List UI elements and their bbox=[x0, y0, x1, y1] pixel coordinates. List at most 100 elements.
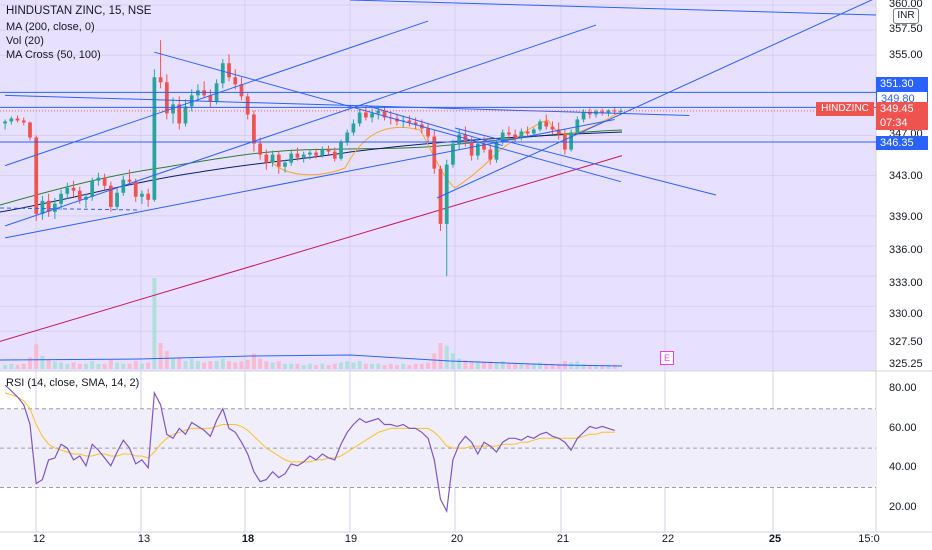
candle-body bbox=[413, 122, 418, 125]
candle-body bbox=[457, 134, 462, 144]
volume-bar bbox=[214, 361, 219, 369]
candle-body bbox=[426, 128, 430, 137]
candle-body bbox=[258, 143, 262, 155]
candle-body bbox=[326, 149, 331, 152]
volume-bar bbox=[345, 361, 350, 369]
candle-layer bbox=[3, 40, 623, 277]
rsi-tick: 80.00 bbox=[889, 382, 917, 394]
volume-bar bbox=[139, 363, 144, 369]
indicator-volume-label[interactable]: Vol (20) bbox=[6, 35, 44, 47]
volume-bar bbox=[357, 361, 362, 369]
candle-body bbox=[108, 185, 113, 207]
volume-bar bbox=[83, 363, 88, 369]
countdown-tag: 07:34 bbox=[876, 116, 928, 130]
candle-body bbox=[270, 154, 275, 163]
candle-body bbox=[482, 143, 486, 150]
volume-bar bbox=[370, 363, 375, 369]
candle-body bbox=[276, 154, 281, 167]
candle-body bbox=[432, 136, 437, 169]
ma200-line bbox=[0, 155, 623, 342]
candle-body bbox=[245, 96, 250, 115]
volume-bar bbox=[276, 361, 281, 369]
candle-body bbox=[9, 118, 14, 122]
volume-bar bbox=[500, 361, 505, 369]
volume-bar bbox=[600, 365, 605, 369]
volume-bar bbox=[314, 365, 319, 369]
volume-bar bbox=[133, 361, 138, 369]
candle-body bbox=[488, 149, 493, 160]
trendline-falling bbox=[454, 127, 717, 196]
candle-body bbox=[115, 192, 119, 207]
rsi-tick: 20.00 bbox=[889, 501, 917, 513]
time-tick: 13 bbox=[137, 533, 151, 545]
rsi-indicator-label[interactable]: RSI (14, close, SMA, 14, 2) bbox=[6, 377, 140, 389]
price-tick: 339.00 bbox=[889, 211, 923, 223]
candle-body bbox=[351, 123, 356, 133]
candle-body bbox=[606, 110, 611, 113]
volume-bar bbox=[227, 361, 232, 369]
candle-body bbox=[575, 119, 580, 133]
candle-body bbox=[587, 112, 592, 115]
volume-bar bbox=[438, 343, 443, 369]
volume-bar bbox=[444, 345, 449, 369]
volume-bar bbox=[195, 361, 200, 369]
price-tick: 336.00 bbox=[889, 244, 923, 256]
candle-body bbox=[407, 120, 412, 123]
chart-title[interactable]: HINDUSTAN ZINC, 15, NSE bbox=[6, 5, 152, 17]
candle-body bbox=[264, 154, 269, 163]
candle-body bbox=[3, 121, 7, 124]
trendline bbox=[5, 118, 615, 239]
volume-bar bbox=[519, 363, 524, 369]
rsi-line bbox=[4, 384, 615, 514]
volume-bar bbox=[146, 362, 151, 369]
indicator-ma-cross-label[interactable]: MA Cross (50, 100) bbox=[6, 49, 101, 61]
candle-body bbox=[314, 152, 318, 156]
candle-body bbox=[152, 77, 157, 200]
price-tick: 355.00 bbox=[889, 49, 923, 61]
volume-bar bbox=[164, 350, 169, 369]
volume-bar bbox=[475, 361, 480, 369]
trendline-dashed bbox=[0, 207, 141, 211]
price-tick: 330.00 bbox=[889, 308, 923, 320]
candle-body bbox=[500, 132, 505, 142]
time-tick: 21 bbox=[556, 533, 570, 545]
trendline bbox=[154, 51, 622, 183]
currency-button[interactable]: INR bbox=[893, 8, 919, 24]
volume-bar bbox=[413, 363, 418, 369]
candle-body bbox=[519, 131, 524, 138]
candle-body bbox=[140, 193, 144, 197]
volume-bar bbox=[258, 358, 263, 369]
volume-bar bbox=[264, 361, 269, 369]
candle-body bbox=[227, 63, 231, 78]
candle-body bbox=[208, 95, 213, 102]
candle-body bbox=[376, 110, 381, 114]
candle-body bbox=[239, 84, 244, 97]
candle-body bbox=[220, 63, 225, 84]
volume-bar bbox=[40, 356, 45, 369]
symbol-tag: HINDZINC bbox=[816, 102, 874, 116]
volume-bar bbox=[171, 358, 176, 369]
indicator-ma200-label[interactable]: MA (200, close, 0) bbox=[6, 21, 95, 33]
candle-body bbox=[507, 132, 511, 135]
candle-body bbox=[53, 203, 57, 212]
candle-body bbox=[127, 179, 132, 182]
trendline-top bbox=[349, 0, 877, 16]
candle-body bbox=[370, 113, 374, 118]
candle-body bbox=[177, 104, 182, 124]
volume-bar bbox=[71, 362, 76, 369]
candle-body bbox=[544, 121, 549, 127]
volume-bar bbox=[189, 358, 194, 369]
volume-bar bbox=[202, 362, 207, 369]
price-tick: 333.00 bbox=[889, 277, 923, 289]
candle-body bbox=[556, 129, 561, 135]
volume-bar bbox=[581, 363, 586, 369]
volume-bar bbox=[469, 361, 474, 369]
candle-body bbox=[196, 90, 200, 96]
volume-bar bbox=[556, 363, 561, 369]
volume-bar bbox=[426, 362, 431, 369]
volume-bar bbox=[525, 363, 530, 369]
earnings-event-marker[interactable]: E bbox=[660, 351, 674, 365]
volume-bar bbox=[77, 363, 82, 369]
candle-body bbox=[283, 162, 287, 167]
